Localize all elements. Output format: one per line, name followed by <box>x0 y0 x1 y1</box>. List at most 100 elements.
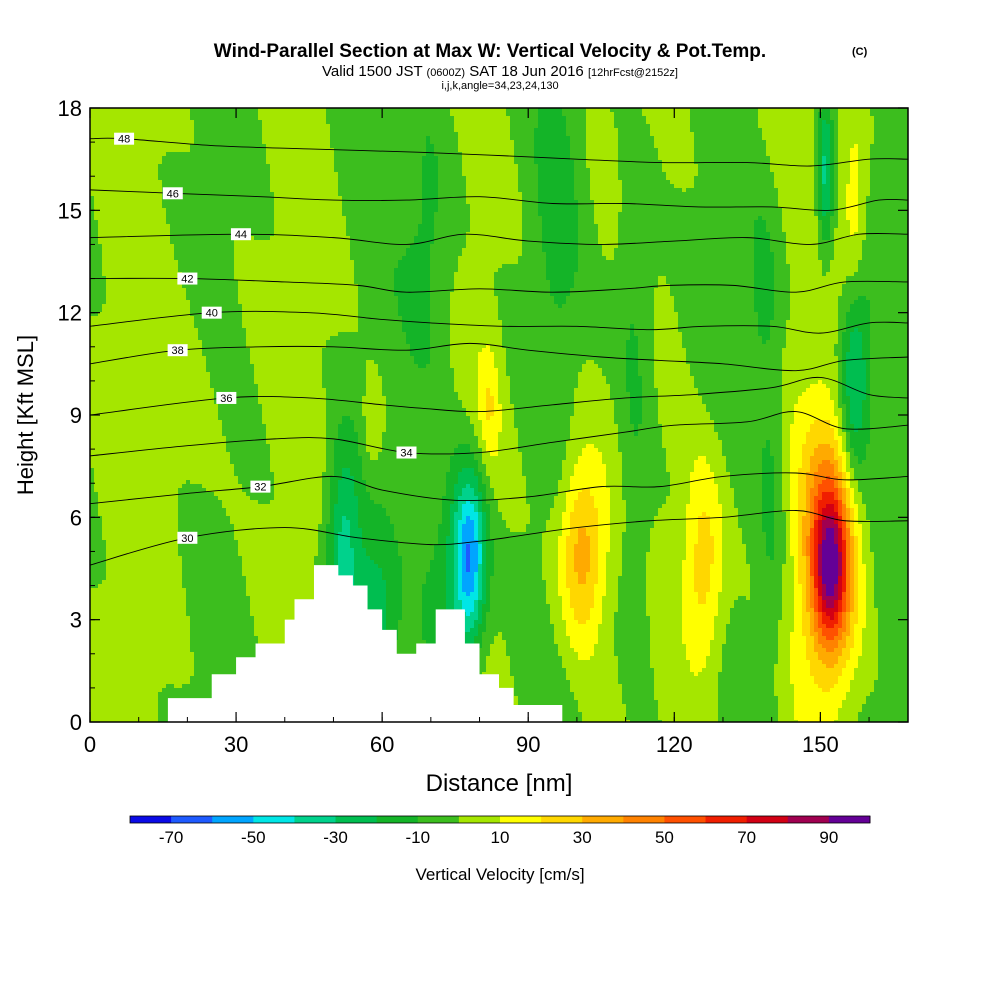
heatmap-cell <box>210 200 215 205</box>
heatmap-cell <box>134 364 139 369</box>
heatmap-cell <box>110 352 115 357</box>
heatmap-cell <box>138 264 143 269</box>
heatmap-cell <box>134 488 139 493</box>
heatmap-cell <box>106 220 111 225</box>
heatmap-cell <box>178 408 183 413</box>
heatmap-cell <box>110 192 115 197</box>
heatmap-cell <box>122 240 127 245</box>
heatmap-cell <box>118 360 123 365</box>
heatmap-cell <box>166 632 171 637</box>
heatmap-cell <box>94 644 99 649</box>
heatmap-cell <box>154 552 159 557</box>
heatmap-cell <box>142 132 147 137</box>
heatmap-cell <box>102 232 107 237</box>
heatmap-cell <box>158 424 163 429</box>
heatmap-cell <box>134 392 139 397</box>
heatmap-cell <box>174 132 179 137</box>
heatmap-cell <box>178 476 183 481</box>
heatmap-cell <box>182 172 187 177</box>
heatmap-cell <box>194 240 199 245</box>
heatmap-cell <box>106 376 111 381</box>
heatmap-cell <box>206 288 211 293</box>
heatmap-cell <box>150 488 155 493</box>
heatmap-cell <box>170 124 175 129</box>
heatmap-cell <box>178 648 183 653</box>
heatmap-cell <box>122 272 127 277</box>
heatmap-cell <box>190 552 195 557</box>
heatmap-cell <box>166 332 171 337</box>
heatmap-cell <box>186 240 191 245</box>
heatmap-cell <box>210 176 215 181</box>
heatmap-cell <box>98 176 103 181</box>
heatmap-cell <box>186 564 191 569</box>
heatmap-cell <box>94 352 99 357</box>
heatmap-cell <box>190 288 195 293</box>
heatmap-cell <box>166 248 171 253</box>
heatmap-cell <box>118 544 123 549</box>
heatmap-cell <box>130 540 135 545</box>
heatmap-cell <box>190 220 195 225</box>
heatmap-cell <box>214 296 219 301</box>
heatmap-cell <box>118 416 123 421</box>
heatmap-cell <box>110 508 115 513</box>
heatmap-cell <box>174 368 179 373</box>
heatmap-cell <box>190 504 195 509</box>
heatmap-cell <box>118 380 123 385</box>
heatmap-cell <box>194 120 199 125</box>
heatmap-cell <box>138 296 143 301</box>
heatmap-cell <box>158 508 163 513</box>
heatmap-cell <box>138 636 143 641</box>
heatmap-cell <box>150 148 155 153</box>
heatmap-cell <box>130 312 135 317</box>
heatmap-cell <box>210 140 215 145</box>
heatmap-cell <box>194 564 199 569</box>
heatmap-cell <box>178 176 183 181</box>
heatmap-cell <box>214 372 219 377</box>
heatmap-cell <box>138 288 143 293</box>
heatmap-cell <box>194 228 199 233</box>
heatmap-cell <box>122 260 127 265</box>
heatmap-cell <box>146 312 151 317</box>
heatmap-cell <box>114 520 119 525</box>
heatmap-cell <box>198 588 203 593</box>
heatmap-cell <box>174 340 179 345</box>
heatmap-cell <box>150 348 155 353</box>
heatmap-cell <box>146 716 151 721</box>
heatmap-cell <box>162 632 167 637</box>
heatmap-cell <box>110 272 115 277</box>
heatmap-cell <box>142 604 147 609</box>
heatmap-cell <box>122 548 127 553</box>
heatmap-cell <box>158 180 163 185</box>
heatmap-cell <box>170 604 175 609</box>
heatmap-cell <box>206 424 211 429</box>
heatmap-cell <box>102 708 107 713</box>
heatmap-cell <box>98 516 103 521</box>
heatmap-cell <box>106 688 111 693</box>
heatmap-cell <box>114 152 119 157</box>
heatmap-cell <box>166 136 171 141</box>
heatmap-cell <box>158 584 163 589</box>
heatmap-cell <box>210 664 215 669</box>
heatmap-cell <box>118 668 123 673</box>
heatmap-cell <box>126 652 131 657</box>
heatmap-cell <box>106 536 111 541</box>
heatmap-cell <box>110 468 115 473</box>
heatmap-cell <box>162 416 167 421</box>
heatmap-cell <box>154 180 159 185</box>
heatmap-cell <box>106 288 111 293</box>
heatmap-cell <box>174 512 179 517</box>
heatmap-cell <box>174 384 179 389</box>
heatmap-cell <box>118 600 123 605</box>
heatmap-cell <box>122 436 127 441</box>
heatmap-cell <box>106 156 111 161</box>
heatmap-cell <box>122 376 127 381</box>
heatmap-cell <box>134 308 139 313</box>
heatmap-cell <box>142 688 147 693</box>
heatmap-cell <box>202 140 207 145</box>
heatmap-cell <box>194 632 199 637</box>
heatmap-cell <box>106 440 111 445</box>
heatmap-cell <box>94 672 99 677</box>
heatmap-cell <box>150 476 155 481</box>
heatmap-cell <box>106 252 111 257</box>
heatmap-cell <box>102 700 107 705</box>
